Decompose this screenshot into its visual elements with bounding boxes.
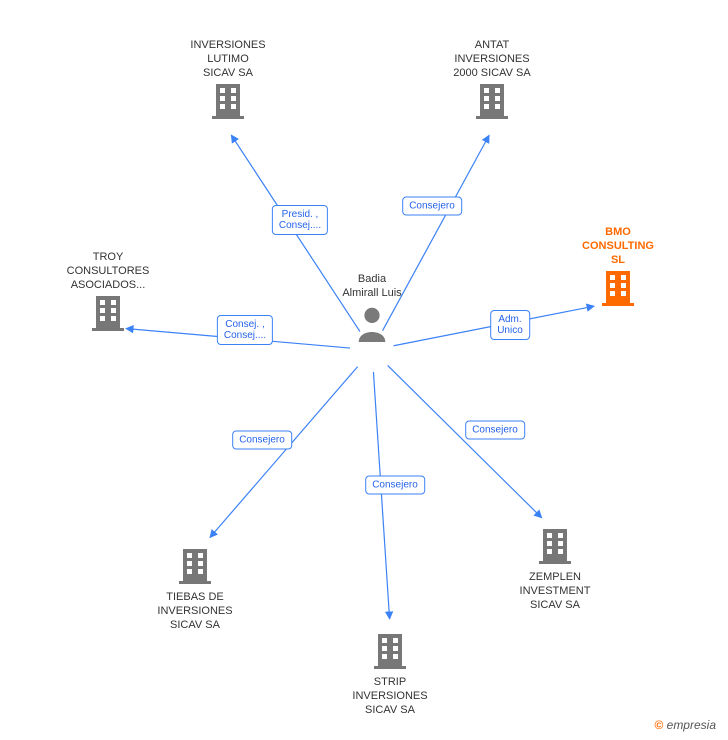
edge-label-tiebas: Consejero — [232, 431, 292, 450]
edge-label-bmo: Adm.Unico — [490, 310, 530, 340]
company-node-antat[interactable]: ANTATINVERSIONES2000 SICAV SA — [432, 38, 552, 125]
building-icon — [208, 80, 248, 120]
edge-strip — [373, 372, 389, 619]
node-label: ANTATINVERSIONES2000 SICAV SA — [432, 38, 552, 80]
company-node-troy[interactable]: TROYCONSULTORESASOCIADOS... — [48, 250, 168, 337]
building-icon — [175, 545, 215, 585]
node-label: ZEMPLENINVESTMENTSICAV SA — [495, 570, 615, 612]
edge-label-lutimo: Presid. ,Consej.... — [272, 205, 328, 235]
edge-zemplen — [388, 365, 542, 517]
company-node-tiebas[interactable]: TIEBAS DEINVERSIONESSICAV SA — [135, 545, 255, 632]
company-node-bmo[interactable]: BMOCONSULTINGSL — [558, 225, 678, 312]
company-node-lutimo[interactable]: INVERSIONESLUTIMOSICAV SA — [168, 38, 288, 125]
node-label: INVERSIONESLUTIMOSICAV SA — [168, 38, 288, 80]
credit-text: empresia — [667, 718, 716, 732]
node-label: BMOCONSULTINGSL — [558, 225, 678, 267]
edge-tiebas — [210, 367, 358, 538]
edge-label-antat: Consejero — [402, 197, 462, 216]
building-icon — [598, 267, 638, 307]
node-label: TROYCONSULTORESASOCIADOS... — [48, 250, 168, 292]
company-node-zemplen[interactable]: ZEMPLENINVESTMENTSICAV SA — [495, 525, 615, 612]
company-node-strip[interactable]: STRIPINVERSIONESSICAV SA — [330, 630, 450, 717]
node-label: BadiaAlmirall Luis — [312, 272, 432, 300]
edges-layer — [0, 0, 728, 740]
person-icon — [353, 304, 391, 342]
node-label: TIEBAS DEINVERSIONESSICAV SA — [135, 590, 255, 632]
node-label: STRIPINVERSIONESSICAV SA — [330, 675, 450, 717]
network-diagram: BadiaAlmirall Luis INVERSIONESLUTIMOSICA… — [0, 0, 728, 740]
edge-label-zemplen: Consejero — [465, 421, 525, 440]
building-icon — [370, 630, 410, 670]
center-node[interactable]: BadiaAlmirall Luis — [312, 272, 432, 347]
building-icon — [88, 292, 128, 332]
building-icon — [472, 80, 512, 120]
edge-label-troy: Consej. ,Consej.... — [217, 315, 273, 345]
building-icon — [535, 525, 575, 565]
edge-label-strip: Consejero — [365, 476, 425, 495]
credit-label: © empresia — [654, 718, 716, 732]
